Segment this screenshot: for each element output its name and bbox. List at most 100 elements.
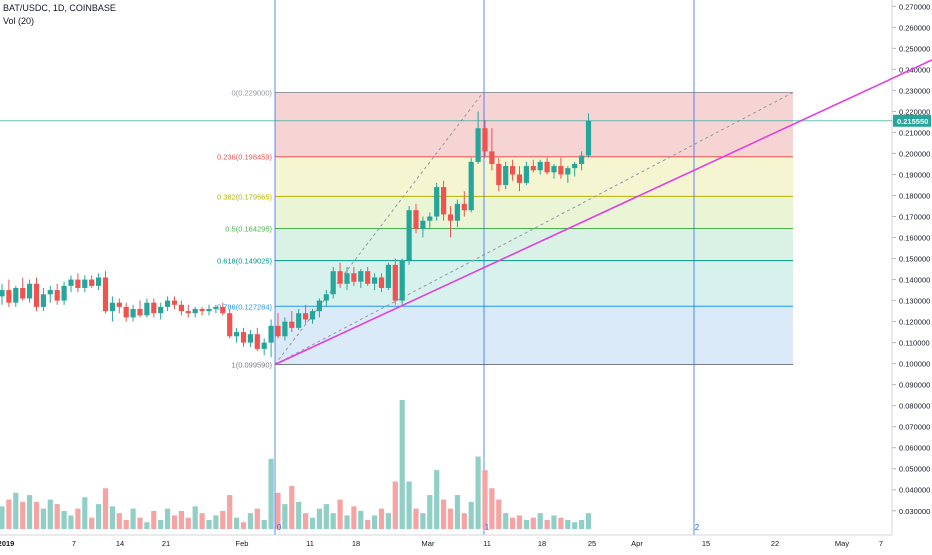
price-axis-label: 0.100000 (899, 360, 930, 369)
volume-bar (261, 519, 267, 529)
volume-bar (461, 513, 467, 529)
candle-body (385, 264, 391, 288)
candle-body (309, 311, 316, 320)
volume-bar (323, 504, 329, 529)
volume-bar (447, 508, 454, 529)
candle-body (289, 321, 295, 328)
price-axis-label: 0.260000 (899, 23, 930, 32)
volume-bar (158, 519, 164, 529)
candle-body (33, 283, 40, 307)
candle-body (454, 203, 460, 221)
volume-bar (296, 501, 302, 529)
volume-bar (82, 497, 88, 529)
volume-bar (454, 495, 460, 529)
volume-bar (102, 488, 109, 529)
volume-bar (75, 508, 81, 529)
candle-body (420, 220, 426, 230)
volume-bar (247, 513, 253, 529)
candle-body (323, 294, 329, 301)
candle-body (247, 334, 253, 343)
volume-bar (523, 519, 529, 529)
price-axis-label: 0.240000 (899, 65, 930, 74)
candle-body (316, 300, 322, 312)
fib-zone (275, 156, 793, 197)
volume-bar (289, 486, 295, 529)
candle-body (151, 302, 157, 314)
candle-body (275, 325, 281, 337)
candle-body (530, 166, 536, 171)
candle-body (503, 166, 509, 185)
candle-body (165, 300, 171, 307)
volume-bar (579, 519, 585, 529)
volume-bar (137, 517, 143, 529)
volume-bar (516, 515, 523, 529)
fib-level-label: 0.786(0.127284) (217, 302, 273, 311)
candle-body (13, 287, 19, 303)
time-axis-label: 11 (306, 539, 314, 548)
time-axis-label: Mar (422, 539, 435, 548)
candle-body (399, 260, 405, 301)
time-axis-label: 7 (879, 539, 883, 548)
price-axis-label: 0.150000 (899, 255, 930, 264)
volume-bar (413, 508, 419, 529)
volume-bar (351, 506, 357, 529)
volume-bar (275, 492, 281, 529)
time-axis-label: 7 (72, 539, 76, 548)
candle-body (365, 271, 371, 284)
volume-bar (199, 513, 205, 529)
candle-body (192, 308, 198, 314)
candle-body (220, 306, 226, 314)
volume-bar (13, 492, 19, 529)
candle-body (0, 290, 5, 297)
price-axis-label: 0.210000 (899, 128, 930, 137)
volume-bar (144, 522, 150, 529)
volume-bar (406, 481, 412, 529)
fib-level-label: 0.236(0.198459) (217, 153, 273, 162)
candle-body (496, 163, 502, 185)
volume-bar (47, 499, 53, 529)
volume-bar (420, 513, 426, 529)
candle-body (75, 279, 81, 288)
volume-bar (337, 499, 343, 529)
price-axis-label: 0.220000 (899, 107, 930, 116)
price-axis-label: 0.140000 (899, 276, 930, 285)
volume-bar (468, 501, 474, 529)
candle-body (392, 264, 398, 301)
volume-bar (365, 519, 371, 529)
price-axis-label: 0.050000 (899, 465, 930, 474)
candle-body (303, 313, 309, 320)
candle-body (178, 304, 184, 312)
volume-bar (227, 495, 233, 529)
price-axis-label: 0.090000 (899, 381, 930, 390)
volume-bar (206, 519, 212, 529)
volume-bar (510, 517, 516, 529)
price-axis-label: 0.180000 (899, 191, 930, 200)
price-axis-label: 0.170000 (899, 213, 930, 222)
fib-level-label: 0(0.229000) (232, 89, 273, 98)
candle-body (27, 283, 33, 299)
symbol-title: BAT/USDC, 1D, COINBASE (3, 3, 116, 13)
volume-bar (303, 513, 309, 529)
price-axis-label: 0.120000 (899, 318, 930, 327)
volume-bar (475, 456, 481, 529)
candle-body (579, 155, 585, 164)
candle-body (461, 203, 467, 211)
volume-bar (399, 400, 405, 529)
candle-body (378, 277, 385, 288)
volume-bar (123, 519, 129, 529)
candle-body (206, 308, 212, 312)
time-marker-label: 2 (695, 523, 700, 532)
volume-bar (192, 506, 198, 529)
volume-bar (234, 517, 240, 529)
candle-body (144, 302, 150, 316)
candle-body (68, 279, 74, 286)
candle-body (441, 187, 447, 215)
time-axis-label: 2019 (0, 539, 14, 548)
time-axis-label: 18 (538, 539, 546, 548)
candle-body (171, 300, 178, 305)
price-axis-label: 0.060000 (899, 444, 930, 453)
candle-body (227, 313, 233, 337)
volume-bar (33, 501, 40, 529)
price-axis-label: 0.160000 (899, 234, 930, 243)
price-axis-label: 0.250000 (899, 44, 930, 53)
